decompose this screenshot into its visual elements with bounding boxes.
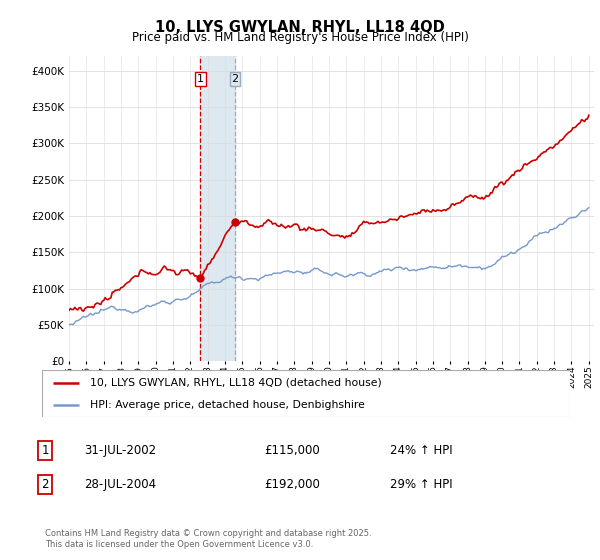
Text: 1: 1	[197, 74, 204, 84]
Text: 10, LLYS GWYLAN, RHYL, LL18 4QD: 10, LLYS GWYLAN, RHYL, LL18 4QD	[155, 20, 445, 35]
Text: 28-JUL-2004: 28-JUL-2004	[84, 478, 156, 491]
Bar	[200, 56, 235, 361]
Text: 2: 2	[41, 478, 49, 491]
Text: 2: 2	[232, 74, 239, 84]
FancyBboxPatch shape	[42, 370, 570, 417]
Text: 31-JUL-2002: 31-JUL-2002	[84, 444, 156, 458]
Text: Contains HM Land Registry data © Crown copyright and database right 2025.
This d: Contains HM Land Registry data © Crown c…	[45, 529, 371, 549]
Text: 1: 1	[41, 444, 49, 458]
Text: 10, LLYS GWYLAN, RHYL, LL18 4QD (detached house): 10, LLYS GWYLAN, RHYL, LL18 4QD (detache…	[89, 378, 381, 388]
Text: HPI: Average price, detached house, Denbighshire: HPI: Average price, detached house, Denb…	[89, 400, 364, 410]
Text: Price paid vs. HM Land Registry's House Price Index (HPI): Price paid vs. HM Land Registry's House …	[131, 31, 469, 44]
Text: £192,000: £192,000	[264, 478, 320, 491]
Text: £115,000: £115,000	[264, 444, 320, 458]
Text: 24% ↑ HPI: 24% ↑ HPI	[390, 444, 452, 458]
Text: 29% ↑ HPI: 29% ↑ HPI	[390, 478, 452, 491]
